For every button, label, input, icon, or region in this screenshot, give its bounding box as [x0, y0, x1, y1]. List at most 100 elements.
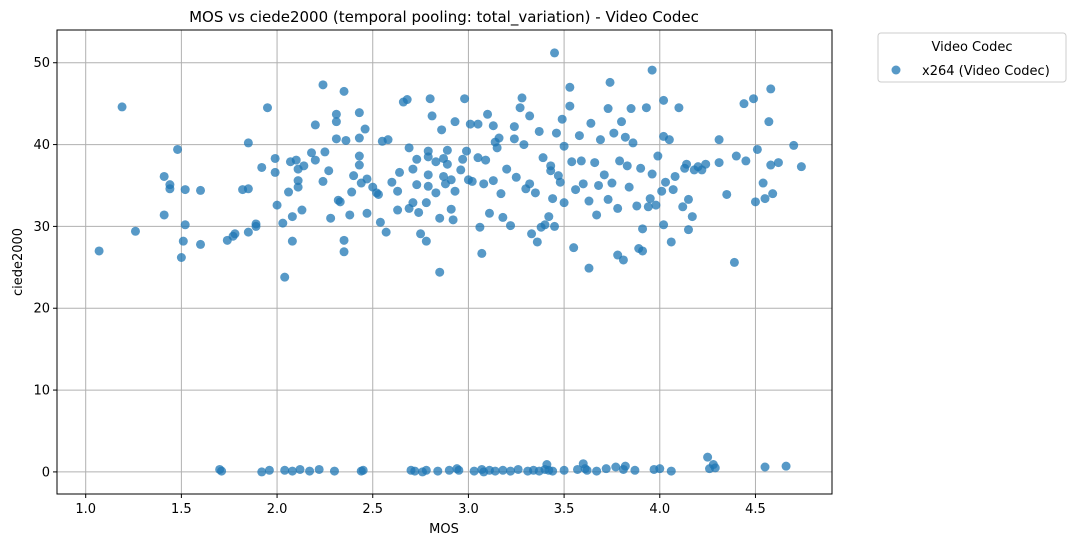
x-tick-label: 1.0: [75, 502, 96, 517]
data-point: [670, 171, 680, 181]
data-point: [506, 221, 516, 231]
data-point: [565, 82, 575, 92]
data-point: [280, 465, 290, 475]
data-point: [546, 166, 556, 176]
grid-lines: [57, 30, 832, 494]
data-point: [548, 194, 558, 204]
data-point: [601, 464, 611, 474]
data-point: [446, 204, 456, 214]
data-point: [117, 102, 127, 112]
y-tick-label: 30: [33, 220, 50, 235]
data-point: [664, 135, 674, 145]
data-point: [764, 117, 774, 127]
x-axis-label: MOS: [429, 522, 459, 537]
data-point: [584, 263, 594, 273]
data-point: [592, 466, 602, 476]
legend-title: Video Codec: [932, 40, 1013, 55]
data-point: [534, 126, 544, 136]
x-tick-label: 3.0: [458, 502, 479, 517]
data-point: [488, 176, 498, 186]
data-point: [559, 141, 569, 151]
data-point: [439, 171, 449, 181]
data-point: [687, 212, 697, 222]
data-point: [326, 213, 336, 223]
data-point: [431, 157, 441, 167]
data-point: [657, 186, 667, 196]
data-point: [404, 143, 414, 153]
data-point: [611, 462, 621, 472]
data-point: [674, 103, 684, 113]
data-point: [408, 164, 418, 174]
data-point: [448, 215, 458, 225]
data-point: [375, 217, 385, 227]
data-point: [559, 465, 569, 475]
data-point: [578, 179, 588, 189]
data-point: [630, 465, 640, 475]
data-point: [750, 197, 760, 207]
data-point: [519, 140, 529, 150]
data-point: [217, 466, 227, 476]
data-point: [609, 128, 619, 138]
data-point: [498, 212, 508, 222]
data-point: [358, 465, 368, 475]
data-point: [496, 189, 506, 199]
data-point: [257, 162, 267, 172]
data-point: [613, 203, 623, 213]
data-point: [176, 252, 186, 262]
data-point: [349, 171, 359, 181]
data-point: [387, 177, 397, 187]
data-point: [603, 194, 613, 204]
data-point: [682, 159, 692, 169]
x-tick-label: 3.5: [554, 502, 575, 517]
data-point: [284, 187, 294, 197]
data-point: [446, 175, 456, 185]
data-point: [393, 205, 403, 215]
data-point: [559, 198, 569, 208]
data-point: [347, 187, 357, 197]
data-point: [421, 236, 431, 246]
y-tick-label: 10: [33, 384, 50, 399]
data-point: [243, 184, 253, 194]
data-point: [473, 153, 483, 163]
data-point: [595, 135, 605, 145]
data-point: [540, 220, 550, 230]
data-point: [310, 155, 320, 165]
legend: Video Codec x264 (Video Codec): [877, 32, 1067, 83]
data-point: [576, 156, 586, 166]
data-point: [548, 466, 558, 476]
data-point: [305, 466, 315, 476]
data-point: [345, 210, 355, 220]
data-point: [481, 155, 491, 165]
data-point: [435, 267, 445, 277]
legend-marker: [891, 65, 901, 75]
data-point: [511, 172, 521, 182]
data-point: [668, 185, 678, 195]
data-point: [257, 467, 267, 477]
data-point: [180, 220, 190, 230]
data-point: [278, 218, 288, 228]
data-point: [515, 103, 525, 113]
data-point: [492, 143, 502, 153]
data-point: [408, 198, 418, 208]
data-point: [655, 464, 665, 474]
data-point: [666, 237, 676, 247]
data-point: [427, 111, 437, 121]
data-point: [527, 229, 537, 239]
data-point: [425, 94, 435, 104]
plot-area-frame: [56, 29, 833, 495]
data-point: [460, 94, 470, 104]
data-point: [402, 95, 412, 105]
data-point: [525, 111, 535, 121]
data-point: [477, 248, 487, 258]
data-point: [442, 159, 452, 169]
data-point: [659, 220, 669, 230]
data-point: [582, 465, 592, 475]
data-point: [462, 146, 472, 156]
data-point: [502, 164, 512, 174]
data-point: [557, 114, 567, 124]
data-point: [683, 225, 693, 235]
data-point: [272, 200, 282, 210]
data-point: [603, 104, 613, 114]
data-point: [421, 198, 431, 208]
data-point: [354, 108, 364, 118]
